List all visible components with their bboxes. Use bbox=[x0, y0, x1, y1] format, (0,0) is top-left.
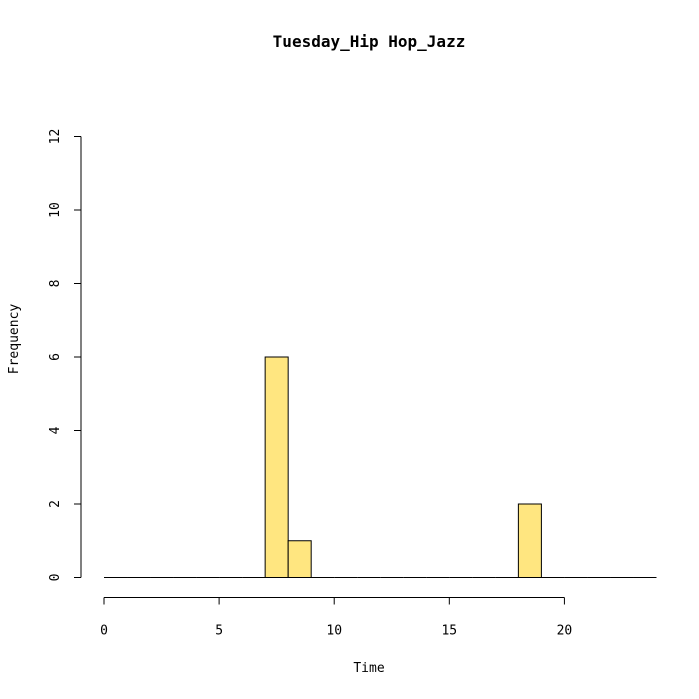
bars-group bbox=[104, 356, 657, 578]
histogram-bar bbox=[517, 503, 542, 578]
x-tick-label: 10 bbox=[326, 624, 342, 639]
y-axis: 0 2 4 6 8 10 12 bbox=[48, 129, 82, 582]
y-tick-label: 4 bbox=[48, 426, 63, 434]
histogram-bar bbox=[264, 356, 289, 578]
y-tick-label: 12 bbox=[48, 129, 63, 145]
x-tick-label: 0 bbox=[100, 624, 108, 639]
chart-title: Tuesday_Hip Hop_Jazz bbox=[273, 32, 466, 51]
y-tick-label: 8 bbox=[48, 280, 63, 288]
x-axis-label: Time bbox=[353, 661, 384, 676]
y-tick-label: 2 bbox=[48, 500, 63, 508]
y-tick-label: 6 bbox=[48, 353, 63, 361]
y-tick-label: 10 bbox=[48, 202, 63, 218]
histogram-bar bbox=[287, 540, 312, 578]
x-tick-label: 15 bbox=[441, 624, 457, 639]
x-tick-label: 5 bbox=[215, 624, 223, 639]
y-tick-label: 0 bbox=[48, 574, 63, 582]
y-axis-label: Frequency bbox=[7, 304, 22, 375]
x-tick-label: 20 bbox=[557, 624, 573, 639]
x-axis: 0 5 10 15 20 bbox=[100, 597, 573, 639]
